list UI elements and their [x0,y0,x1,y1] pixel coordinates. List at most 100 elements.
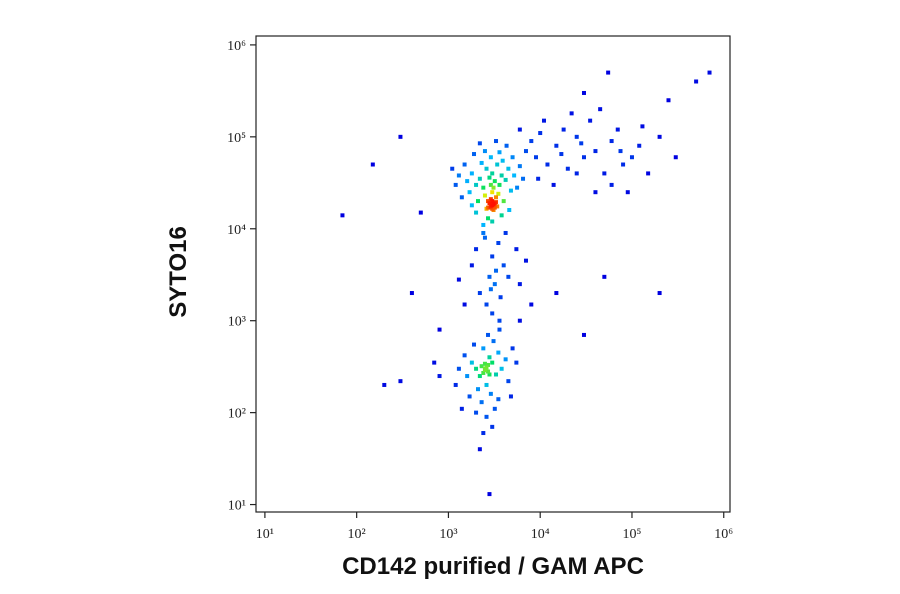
event-point [494,139,499,144]
event-point [477,447,482,452]
event-point [479,364,484,369]
event-point [382,382,387,387]
event-point [487,355,492,360]
event-point [490,254,495,259]
event-point [496,350,501,355]
event-point [465,374,470,379]
event-point [574,134,579,139]
event-point [482,366,487,371]
event-point [482,193,487,198]
x-tick-label: 10² [348,527,366,542]
event-point [646,171,651,176]
event-point [474,182,479,187]
event-point [486,362,491,367]
event-point [488,155,493,160]
event-point [593,149,598,154]
event-point [503,177,508,182]
event-point [497,318,502,323]
event-point [508,394,513,399]
event-point [490,219,495,224]
event-point [609,139,614,144]
event-point [450,166,455,171]
event-point [618,149,623,154]
event-point [506,166,511,171]
event-point [479,160,484,165]
x-tick-label: 10⁵ [623,527,642,542]
event-point [542,118,547,123]
event-point [486,216,491,221]
event-point [488,182,493,187]
event-point [472,152,477,157]
event-point [481,185,486,190]
event-point [523,149,528,154]
event-point [476,199,481,204]
event-point [529,302,534,307]
x-tick-label: 10⁴ [531,527,550,542]
event-point [484,166,489,171]
event-point [501,199,506,204]
event-point [512,173,517,178]
event-point [398,134,403,139]
event-point [481,346,486,351]
event-point [503,357,508,362]
event-point [469,203,474,208]
event-point [515,185,520,190]
event-point [581,155,586,160]
event-point [418,210,423,215]
event-point [523,258,528,263]
y-tick-label: 10³ [228,315,246,330]
event-point [482,149,487,154]
event-point [500,158,505,163]
event-point [474,247,479,252]
y-tick-label: 10² [228,407,246,422]
event-point [510,346,515,351]
event-point [581,90,586,95]
plot-area [340,70,712,497]
event-point [453,182,458,187]
event-point [545,162,550,167]
y-tick-label: 10¹ [228,499,246,514]
event-point [508,188,513,193]
y-tick-label: 10⁶ [227,39,246,54]
event-point [488,287,493,292]
event-point [496,397,501,402]
event-point [621,162,626,167]
event-point [437,327,442,332]
event-point [507,208,512,213]
event-point [477,374,482,379]
event-point [462,302,467,307]
y-tick-label: 10⁴ [227,223,246,238]
event-point [437,374,442,379]
event-point [497,327,502,332]
event-point [490,190,495,195]
event-point [517,164,522,169]
event-point [625,190,630,195]
event-point [492,179,497,184]
event-point [517,318,522,323]
event-point [640,124,645,129]
event-point [490,360,495,365]
event-point [459,195,464,200]
event-point [521,176,526,181]
event-point [494,195,499,200]
event-point [517,127,522,132]
event-point [409,291,414,296]
event-point [398,379,403,384]
event-point [482,235,487,240]
event-point [469,171,474,176]
event-point [569,111,574,116]
event-point [487,175,492,180]
event-point [606,70,611,75]
event-point [536,176,541,181]
event-point [551,182,556,187]
event-point [490,424,495,429]
event-point [487,492,492,497]
event-point [561,127,566,132]
event-point [467,190,472,195]
event-point [554,143,559,148]
event-point [490,311,495,316]
event-point [496,241,501,246]
event-point [510,155,515,160]
event-point [574,171,579,176]
event-point [481,222,486,227]
